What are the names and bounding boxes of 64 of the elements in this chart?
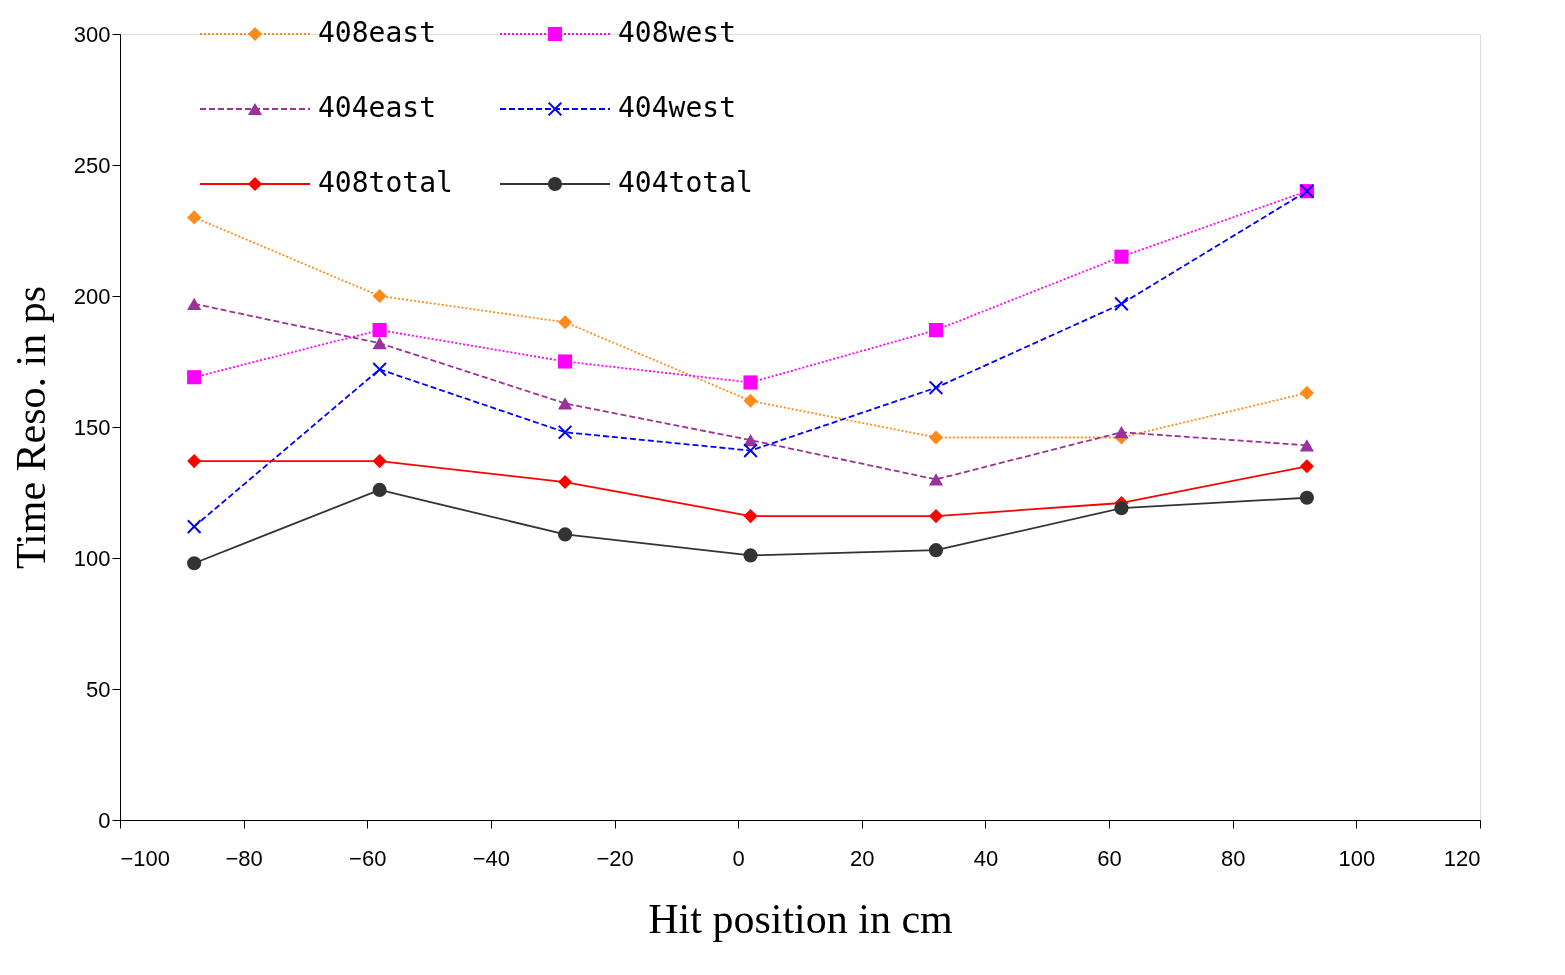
point: [743, 393, 758, 408]
legend-label: 408west: [618, 16, 737, 49]
point: [1299, 490, 1314, 505]
point: [1114, 249, 1129, 264]
point: [743, 443, 758, 458]
point: [187, 556, 202, 571]
point: [1299, 459, 1314, 474]
point: [1114, 296, 1129, 311]
point: [928, 543, 944, 558]
x-tick-label: 120: [1443, 845, 1481, 871]
point: [372, 453, 387, 469]
x-tick-label: 40: [973, 845, 999, 871]
x-tick-label: 0: [732, 845, 745, 871]
point: [372, 362, 387, 377]
legend-label: 404total: [618, 166, 753, 199]
x-tick-label: −100: [120, 845, 171, 871]
point: [558, 527, 573, 542]
legend-label: 408total: [318, 166, 453, 199]
point: [743, 548, 758, 563]
y-tick-label: 300: [73, 21, 111, 47]
point: [928, 430, 944, 445]
point: [743, 375, 758, 390]
point: [1114, 426, 1129, 439]
point: [187, 297, 202, 310]
legend-label: 408east: [318, 16, 437, 49]
point: [1299, 439, 1314, 452]
point: [558, 354, 573, 369]
x-tick-label: 100: [1338, 845, 1376, 871]
x-axis-title: Hit position in cm: [648, 895, 954, 942]
point: [187, 370, 202, 385]
point: [372, 337, 387, 350]
y-tick-label: 100: [73, 545, 111, 571]
point: [1299, 385, 1314, 401]
point: [558, 425, 573, 440]
point: [743, 509, 758, 524]
x-tick-label: −80: [225, 845, 263, 871]
point: [558, 474, 573, 490]
x-tick-label: 20: [850, 845, 875, 871]
y-tick-label: 150: [73, 414, 111, 440]
x-tick-label: −60: [349, 845, 387, 871]
y-tick-label: 50: [86, 676, 111, 702]
x-tick-label: −20: [596, 845, 634, 871]
y-tick-label: 200: [73, 283, 111, 309]
y-tick-label: 0: [98, 807, 111, 833]
point: [372, 482, 387, 497]
point: [928, 380, 944, 395]
point: [928, 473, 944, 486]
point: [372, 288, 387, 304]
point: [558, 315, 573, 330]
y-axis-title: Time Reso. in ps: [7, 285, 54, 570]
point: [187, 210, 202, 225]
x-tick-label: −40: [472, 845, 511, 871]
point: [1114, 501, 1129, 516]
point: [187, 453, 202, 469]
point: [187, 519, 202, 534]
y-tick-label: 250: [73, 152, 111, 178]
x-tick-label: 80: [1220, 845, 1246, 871]
legend-label: 404east: [318, 91, 437, 124]
point: [558, 397, 573, 410]
x-tick-label: 60: [1097, 845, 1122, 871]
point: [928, 322, 944, 338]
legend-label: 404west: [618, 91, 737, 124]
point: [372, 322, 387, 338]
point: [928, 509, 944, 524]
